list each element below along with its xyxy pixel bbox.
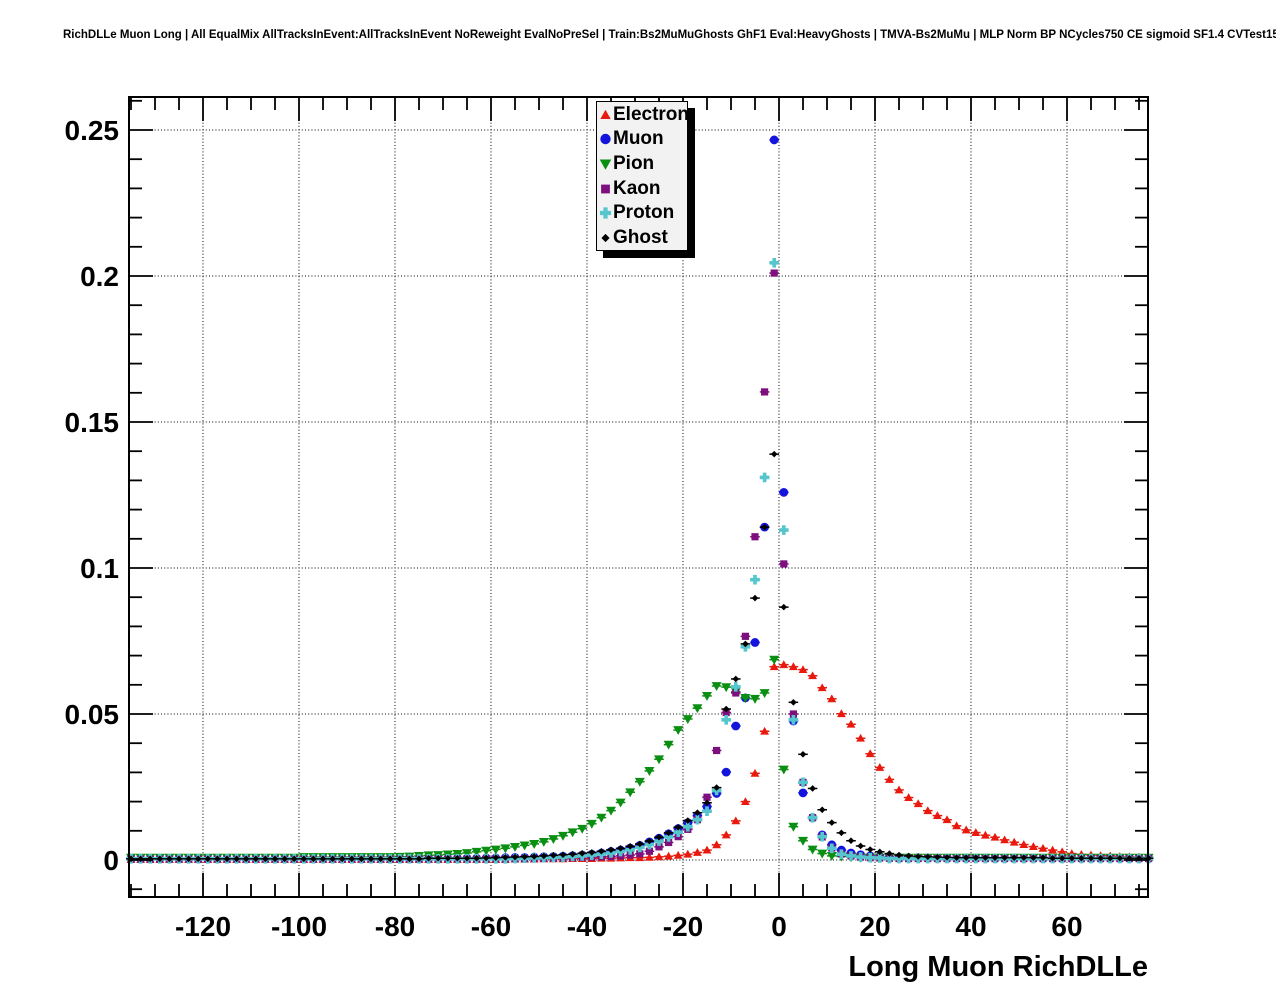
axis-labels: -120 -100 -80 -60 -40 -20 0 20 40 60 0 0.05 0.1 0.15 0… — [65, 115, 1149, 983]
svg-text:-80: -80 — [375, 911, 415, 942]
x-axis-title: Long Muon RichDLLe — [848, 951, 1148, 983]
legend-label: Electron — [613, 103, 690, 125]
legend-item-muon: Muon — [597, 127, 687, 151]
plot-header-title: RichDLLe Muon Long | All EqualMix AllTra… — [63, 29, 1276, 41]
legend-label: Ghost — [613, 227, 668, 249]
pion-marker-icon — [599, 159, 612, 170]
legend-label: Muon — [613, 128, 664, 150]
kaon-marker-icon — [601, 184, 610, 194]
legend-label: Pion — [613, 153, 655, 175]
legend-item-kaon: Kaon — [597, 176, 687, 200]
muon-marker-icon — [600, 134, 611, 145]
svg-text:40: 40 — [955, 911, 986, 942]
axis-ticks — [129, 97, 1148, 897]
svg-text:0.25: 0.25 — [65, 115, 120, 146]
legend-item-proton: Proton — [597, 201, 687, 225]
svg-text:0: 0 — [771, 911, 787, 942]
svg-text:20: 20 — [859, 911, 890, 942]
legend-item-pion: Pion — [597, 152, 687, 176]
series-pion — [126, 655, 1154, 863]
series-ghost — [126, 450, 1154, 863]
svg-text:-100: -100 — [271, 911, 327, 942]
svg-text:0.2: 0.2 — [80, 261, 119, 292]
svg-text:0.05: 0.05 — [65, 699, 120, 730]
series-proton — [126, 258, 1154, 864]
svg-text:-40: -40 — [567, 911, 607, 942]
legend-label: Proton — [613, 202, 675, 224]
legend: Electron Muon Pion Kaon Proton Ghost — [596, 101, 690, 251]
svg-text:-120: -120 — [175, 911, 231, 942]
legend-label: Kaon — [613, 177, 661, 199]
series-kaon — [126, 269, 1154, 863]
svg-text:0: 0 — [103, 845, 119, 876]
svg-text:-20: -20 — [663, 911, 703, 942]
legend-item-ghost: Ghost — [597, 226, 687, 250]
svg-text:-60: -60 — [471, 911, 511, 942]
plot-frame — [128, 96, 1149, 898]
series-electron — [126, 660, 1154, 863]
ghost-marker-icon — [601, 234, 610, 243]
proton-marker-icon — [599, 207, 612, 220]
legend-item-electron: Electron — [597, 102, 690, 126]
svg-text:0.15: 0.15 — [65, 407, 120, 438]
svg-text:0.1: 0.1 — [80, 553, 119, 584]
svg-text:60: 60 — [1051, 911, 1082, 942]
electron-marker-icon — [600, 109, 611, 119]
